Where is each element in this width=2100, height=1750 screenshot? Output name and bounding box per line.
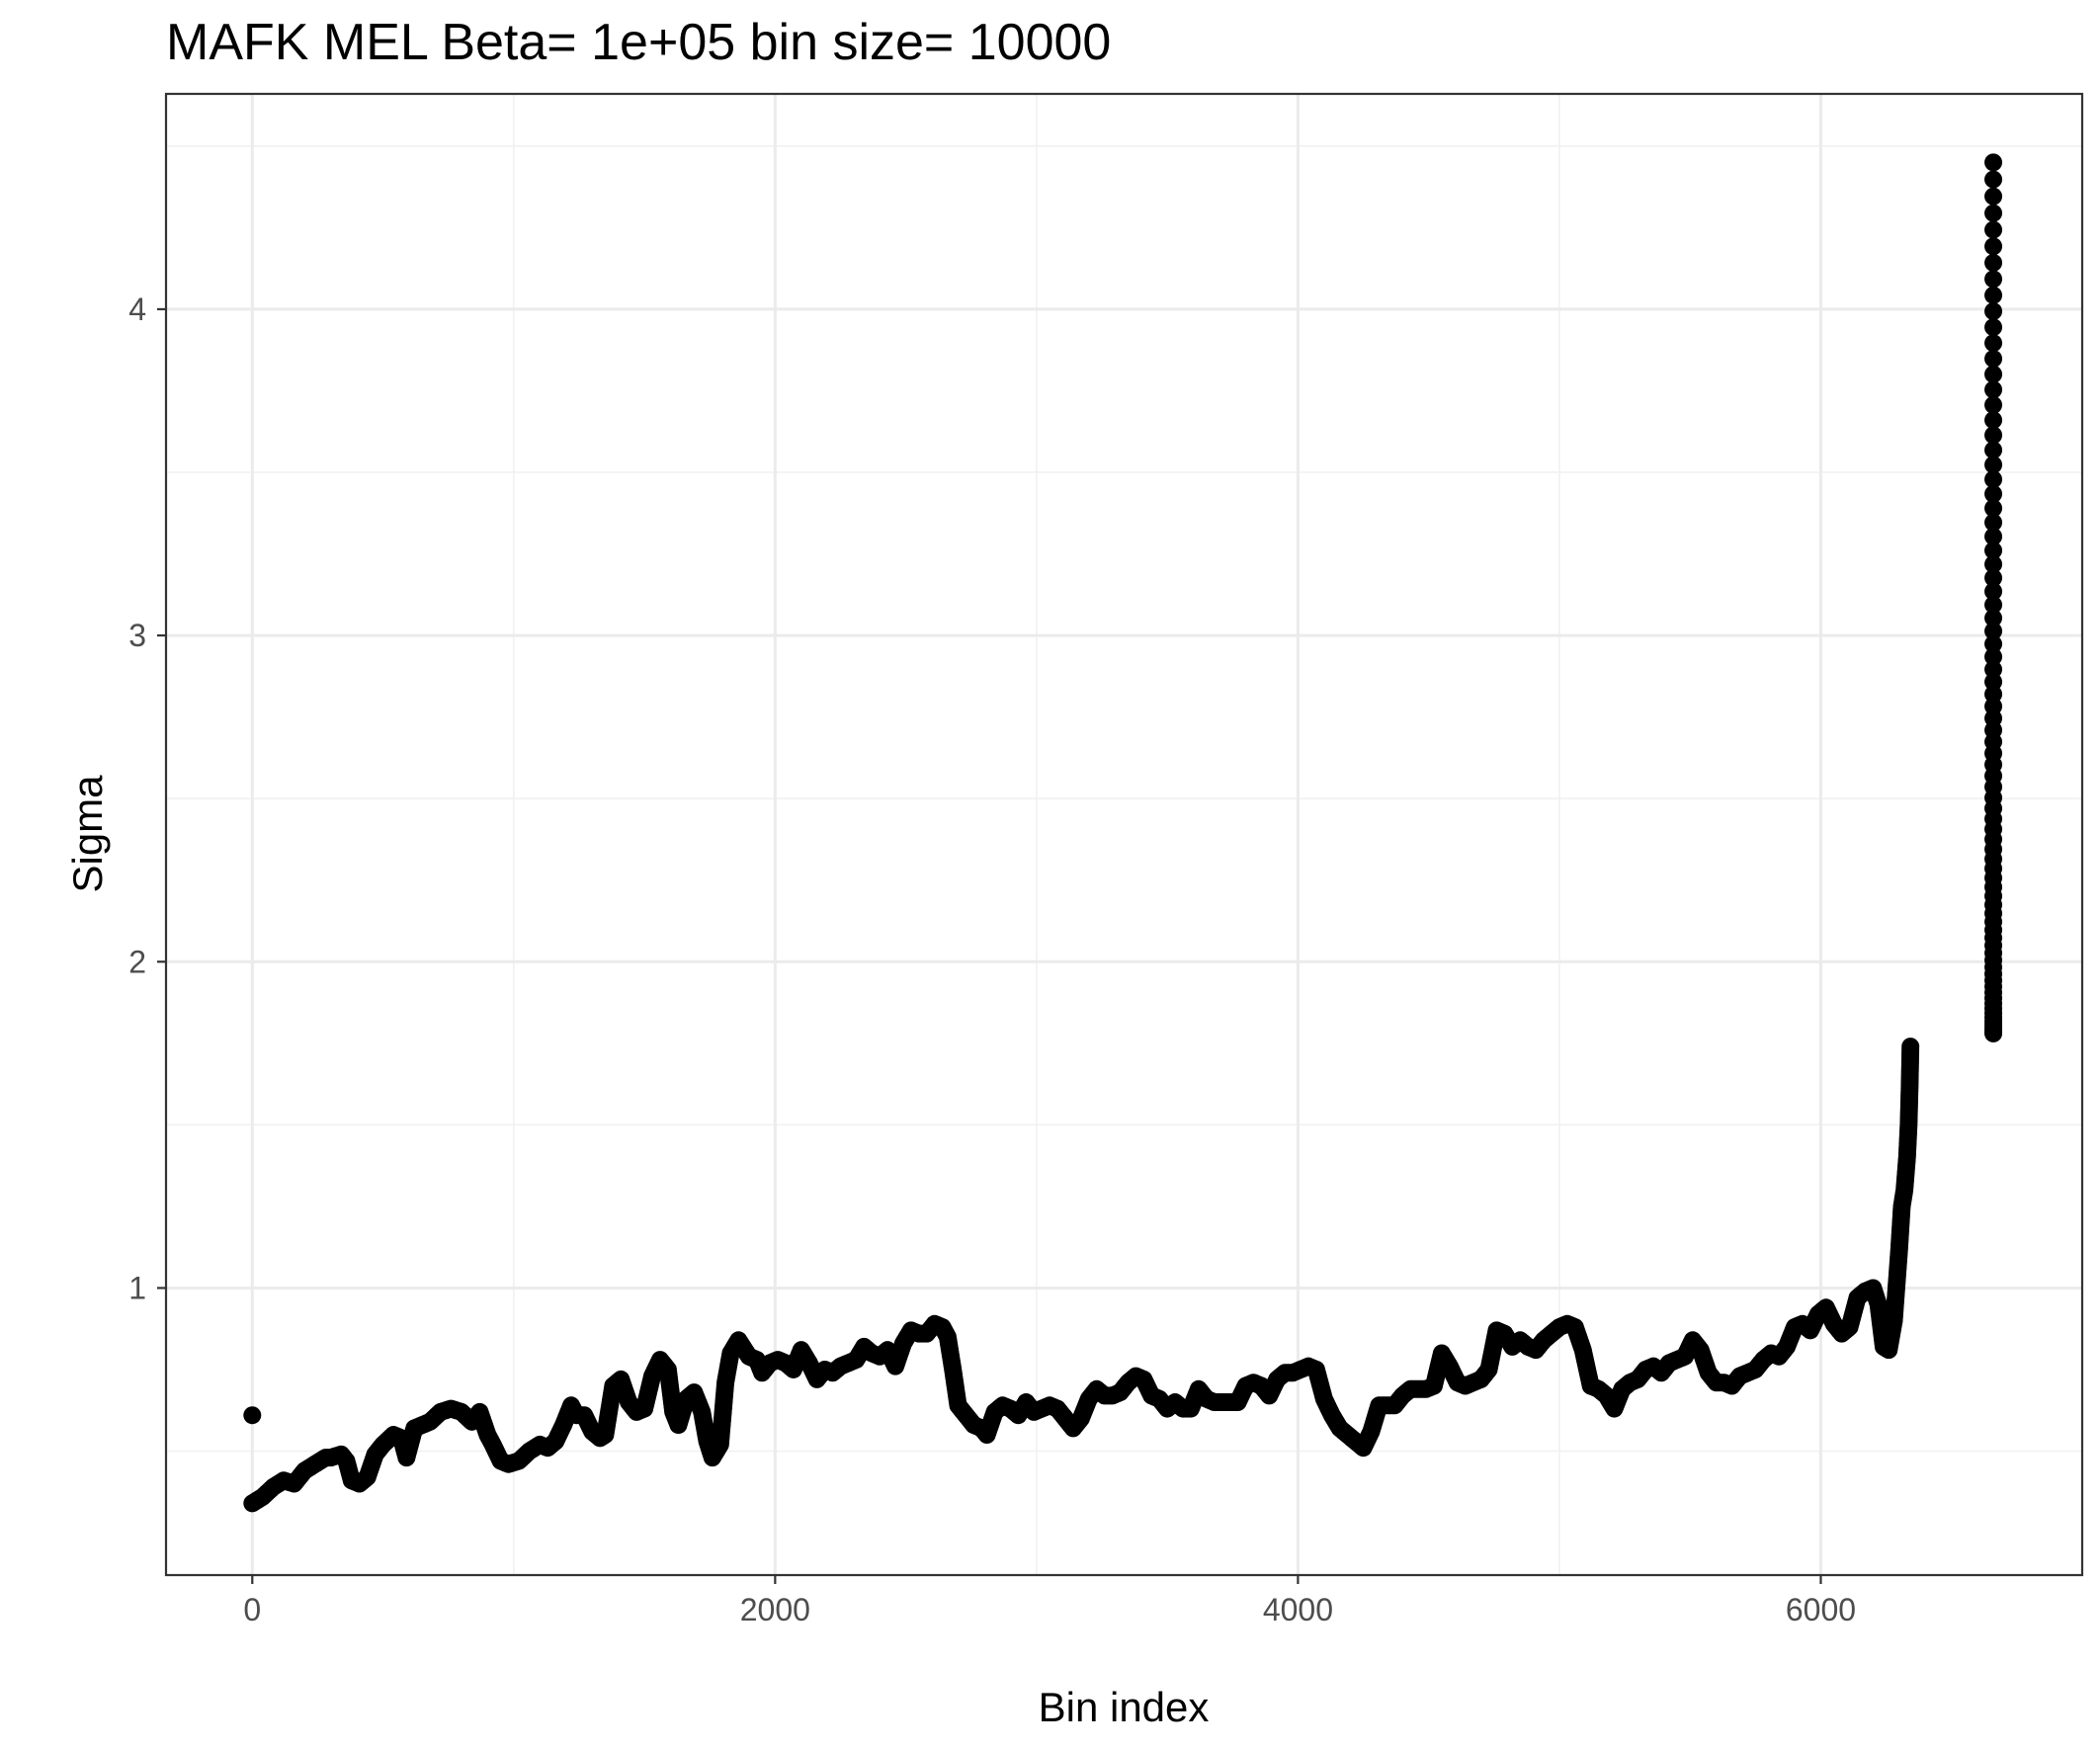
points	[243, 153, 2003, 1513]
data-point	[1984, 302, 2003, 321]
data-point	[1984, 660, 2003, 679]
data-point	[1984, 441, 2003, 459]
data-point	[1984, 270, 2003, 289]
chart-title: MAFK MEL Beta= 1e+05 bin size= 10000	[166, 14, 1111, 71]
data-point	[1984, 318, 2003, 337]
data-point	[1984, 220, 2003, 239]
data-point	[1984, 609, 2003, 627]
data-point	[1984, 237, 2003, 256]
data-point	[1984, 499, 2003, 518]
data-point	[1984, 153, 2003, 172]
data-point	[1984, 647, 2003, 666]
y-tick-label: 2	[128, 944, 146, 979]
data-point	[1984, 456, 2003, 474]
data-point	[1984, 170, 2003, 189]
data-point	[1984, 697, 2003, 715]
x-axis-title: Bin index	[1039, 1684, 1210, 1730]
plot-area	[164, 92, 2084, 1577]
data-point	[1984, 426, 2003, 445]
data-point	[1984, 204, 2003, 222]
data-point	[1984, 334, 2003, 353]
x-tick-label: 2000	[740, 1592, 810, 1627]
x-tick-label: 6000	[1786, 1592, 1856, 1627]
plot-background	[166, 94, 2082, 1575]
data-point	[1984, 542, 2003, 560]
grid-minor	[166, 94, 2082, 1575]
data-point	[1984, 673, 2003, 692]
data-point	[1984, 395, 2003, 414]
data-point	[1984, 253, 2003, 272]
data-point	[1984, 380, 2003, 399]
data-point	[1984, 685, 2003, 704]
data-point	[1984, 634, 2003, 653]
x-axis: 0 2000 4000 6000	[243, 1575, 1856, 1627]
data-point	[1984, 568, 2003, 587]
data-point	[1984, 513, 2003, 532]
data-point	[1984, 555, 2003, 574]
y-axis-title: Sigma	[64, 775, 111, 893]
data-point	[1984, 582, 2003, 601]
data-point	[1984, 596, 2003, 615]
data-point	[1984, 187, 2003, 206]
data-point	[1901, 1038, 1920, 1056]
data-point	[1984, 350, 2003, 369]
y-axis: 1 2 3 4	[128, 292, 166, 1305]
data-point	[1984, 484, 2003, 503]
data-point	[1984, 470, 2003, 489]
plot-border	[164, 92, 2084, 1577]
y-tick-label: 4	[128, 292, 146, 327]
data-point	[1984, 527, 2003, 545]
data-point	[1984, 286, 2003, 304]
x-tick-label: 0	[243, 1592, 261, 1627]
x-tick-label: 4000	[1263, 1592, 1333, 1627]
grid-major	[166, 94, 2082, 1575]
data-point	[1984, 622, 2003, 640]
y-tick-label: 3	[128, 618, 146, 653]
data-point	[1984, 365, 2003, 383]
data-point-outlier	[243, 1406, 262, 1425]
y-tick-label: 1	[128, 1270, 146, 1305]
data-point	[1984, 411, 2003, 430]
